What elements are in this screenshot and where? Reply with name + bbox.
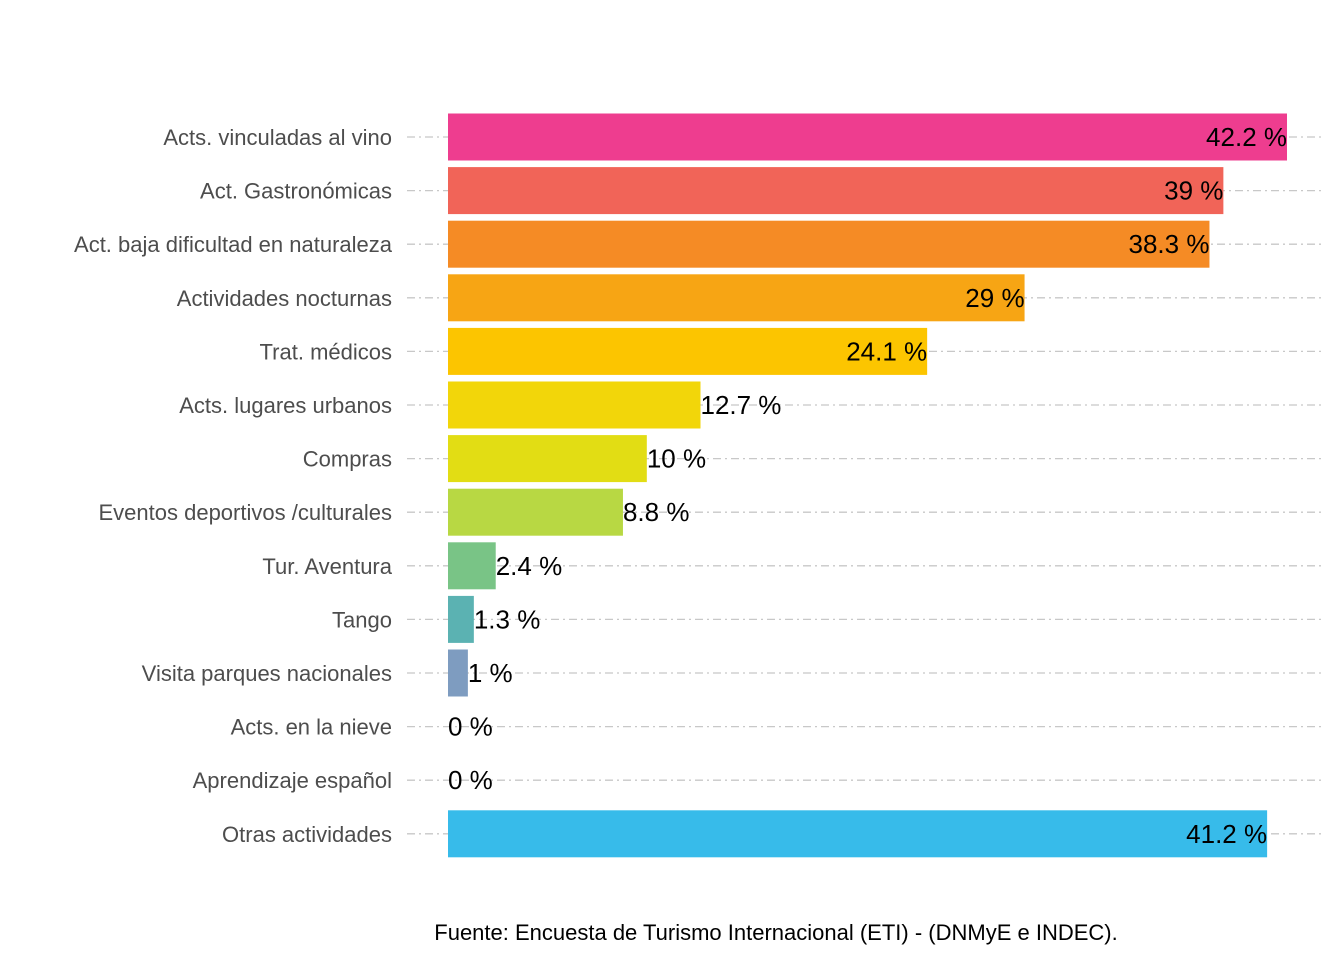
bar bbox=[448, 810, 1268, 858]
value-label: 29 % bbox=[965, 283, 1024, 313]
category-label: Eventos deportivos /culturales bbox=[99, 500, 393, 525]
category-label: Acts. lugares urbanos bbox=[179, 393, 392, 418]
category-label: Compras bbox=[303, 447, 392, 472]
value-label: 8.8 % bbox=[623, 497, 690, 527]
category-labels: Acts. vinculadas al vino Act. Gastronómic… bbox=[74, 125, 393, 847]
category-label: Actividades nocturnas bbox=[177, 286, 392, 311]
value-label: 0 % bbox=[448, 712, 493, 742]
bar bbox=[448, 274, 1025, 322]
category-label: Visita parques nacionales bbox=[142, 661, 392, 686]
category-label: Acts. en la nieve bbox=[231, 715, 392, 740]
value-label: 2.4 % bbox=[496, 551, 563, 581]
value-label: 39 % bbox=[1164, 176, 1223, 206]
bar bbox=[448, 595, 474, 643]
source-caption: Fuente: Encuesta de Turismo Internaciona… bbox=[434, 920, 1117, 945]
bars bbox=[448, 113, 1287, 858]
value-label: 10 % bbox=[647, 444, 706, 474]
category-label: Otras actividades bbox=[222, 822, 392, 847]
category-label: Tur. Aventura bbox=[262, 554, 392, 579]
bar bbox=[448, 381, 701, 429]
value-label: 24.1 % bbox=[846, 336, 927, 366]
category-label: Trat. médicos bbox=[260, 339, 392, 364]
value-label: 1.3 % bbox=[474, 604, 540, 634]
bar bbox=[448, 649, 468, 697]
category-label: Act. baja dificultad en naturaleza bbox=[74, 232, 393, 257]
bar bbox=[448, 113, 1287, 161]
value-label: 38.3 % bbox=[1129, 229, 1210, 259]
category-label: Acts. vinculadas al vino bbox=[163, 125, 392, 150]
value-label: 42.2 % bbox=[1206, 122, 1287, 152]
bar bbox=[448, 542, 496, 590]
category-label: Act. Gastronómicas bbox=[200, 179, 392, 204]
value-label: 41.2 % bbox=[1186, 819, 1267, 849]
value-label: 1 % bbox=[468, 658, 513, 688]
category-label: Aprendizaje español bbox=[193, 768, 392, 793]
category-label: Tango bbox=[332, 607, 392, 632]
bar bbox=[448, 220, 1210, 268]
value-label: 0 % bbox=[448, 765, 493, 795]
bar bbox=[448, 435, 647, 483]
bar bbox=[448, 167, 1224, 215]
value-labels: 42.2 % 39 % 38.3 % 29 % 24.1 % 12.7 % 10 % 8.8 … bbox=[448, 122, 1287, 849]
value-label: 12.7 % bbox=[700, 390, 781, 420]
bar bbox=[448, 327, 928, 375]
bar bbox=[448, 488, 623, 536]
